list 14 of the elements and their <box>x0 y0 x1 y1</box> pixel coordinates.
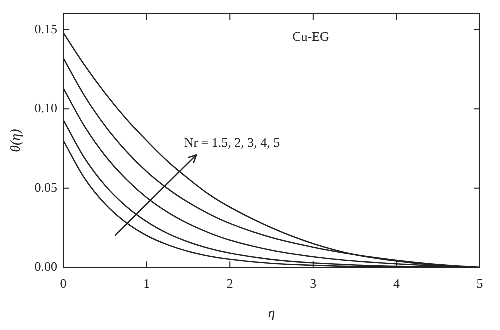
annotation: Cu-EG <box>292 29 330 44</box>
x-tick-label: 0 <box>60 276 67 291</box>
x-tick-label: 3 <box>310 276 317 291</box>
y-tick-label: 0.10 <box>34 100 58 116</box>
x-tick-label: 5 <box>476 276 484 291</box>
y-tick-label: 0.15 <box>34 21 58 36</box>
x-tick-label: 2 <box>226 276 234 291</box>
x-tick-label: 4 <box>393 276 400 291</box>
annotation: Nr = 1.5, 2, 3, 4, 5 <box>184 135 280 150</box>
y-tick-label: 0.00 <box>34 259 58 274</box>
x-axis-title: η <box>268 306 276 322</box>
y-axis-title: θ(η) <box>9 128 24 152</box>
x-tick-label: 1 <box>144 276 150 291</box>
y-tick-label: 0.05 <box>34 180 58 195</box>
